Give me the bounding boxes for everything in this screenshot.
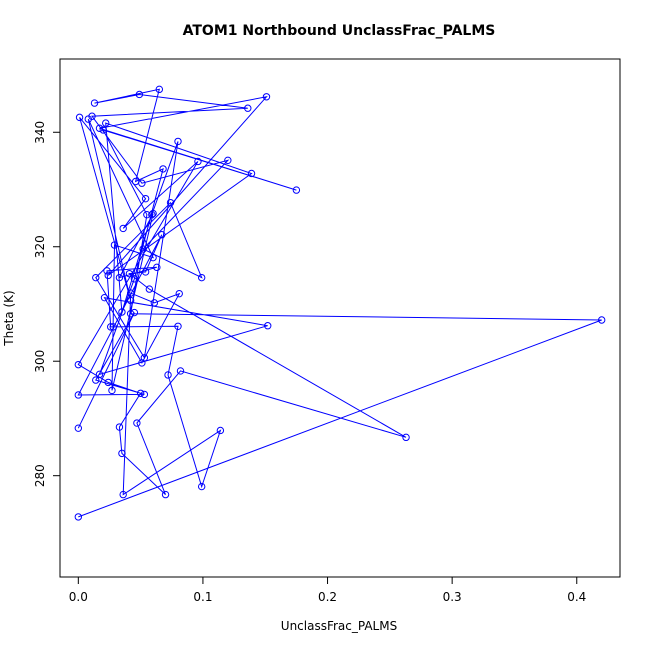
data-point <box>174 322 182 330</box>
data-point <box>174 137 182 146</box>
data-point <box>110 241 119 249</box>
x-tick-label: 0.3 <box>443 590 462 604</box>
series-line <box>77 88 602 518</box>
x-tick-label: 0.4 <box>567 590 586 604</box>
data-point <box>74 513 83 521</box>
y-tick-label: 320 <box>33 235 47 258</box>
data-point <box>140 390 149 399</box>
data-point <box>197 482 206 491</box>
data-point <box>95 124 104 132</box>
data-point <box>74 391 83 399</box>
data-point <box>143 210 151 219</box>
data-point <box>133 419 141 427</box>
data-point <box>166 198 175 207</box>
data-point <box>74 424 83 432</box>
data-point <box>130 275 139 283</box>
chart-title: ATOM1 Northbound UnclassFrac_PALMS <box>183 23 496 39</box>
data-point <box>119 224 127 233</box>
data-point <box>74 360 83 369</box>
data-point <box>88 112 96 120</box>
data-point <box>139 245 147 253</box>
data-point <box>292 186 301 194</box>
data-point <box>130 308 139 317</box>
data-point <box>99 126 107 134</box>
data-point <box>102 119 110 127</box>
data-point <box>100 293 109 302</box>
data-point <box>118 449 126 458</box>
data-point <box>194 157 202 166</box>
data-point <box>119 490 127 499</box>
data-point <box>140 354 149 362</box>
data-point <box>126 296 135 305</box>
data-point <box>148 210 156 219</box>
data-point <box>141 268 150 276</box>
data-point <box>135 90 144 99</box>
data-point <box>75 113 84 122</box>
data-point <box>149 253 157 262</box>
data-point <box>126 289 135 297</box>
x-tick-label: 0.0 <box>69 590 88 604</box>
data-point <box>145 285 154 293</box>
data-point <box>224 156 232 165</box>
data-point <box>153 263 161 272</box>
x-tick-label: 0.2 <box>318 590 337 604</box>
data-point <box>125 269 134 278</box>
data-point <box>107 323 115 331</box>
data-point <box>597 316 606 324</box>
data-point <box>247 169 256 178</box>
data-point <box>244 104 252 112</box>
data-point <box>150 299 159 307</box>
data-point <box>176 367 185 375</box>
data-point <box>90 99 99 107</box>
data-point <box>103 267 111 275</box>
y-tick-label: 300 <box>33 350 47 373</box>
data-point <box>164 371 172 379</box>
data-point <box>115 273 124 282</box>
data-point <box>159 165 167 173</box>
data-point <box>402 433 410 442</box>
x-tick-label: 0.1 <box>193 590 212 604</box>
data-point <box>175 289 183 298</box>
y-axis: 280 300 320 340 <box>33 121 61 487</box>
data-point <box>104 378 112 387</box>
data-point <box>138 179 146 187</box>
data-point <box>108 386 116 395</box>
data-point <box>197 273 206 282</box>
data-point <box>118 308 126 316</box>
data-point <box>155 85 164 94</box>
data-point <box>216 426 225 435</box>
y-axis-label: Theta (K) <box>2 290 16 346</box>
data-point <box>92 376 100 384</box>
y-tick-label: 340 <box>33 121 47 144</box>
data-point <box>136 389 145 397</box>
data-point <box>92 273 100 282</box>
data-point <box>115 423 124 431</box>
data-point <box>104 271 112 280</box>
series-layer <box>74 85 606 521</box>
data-point <box>262 93 271 101</box>
data-point <box>95 370 104 379</box>
data-point <box>161 490 170 499</box>
data-point <box>141 194 150 203</box>
y-tick-label: 280 <box>33 464 47 487</box>
data-point <box>126 310 135 318</box>
data-point <box>158 231 166 239</box>
x-axis: 0.0 0.1 0.2 0.3 0.4 <box>69 576 586 604</box>
data-point <box>109 323 117 331</box>
x-axis-label: UnclassFrac_PALMS <box>281 619 397 633</box>
data-point <box>264 322 272 330</box>
